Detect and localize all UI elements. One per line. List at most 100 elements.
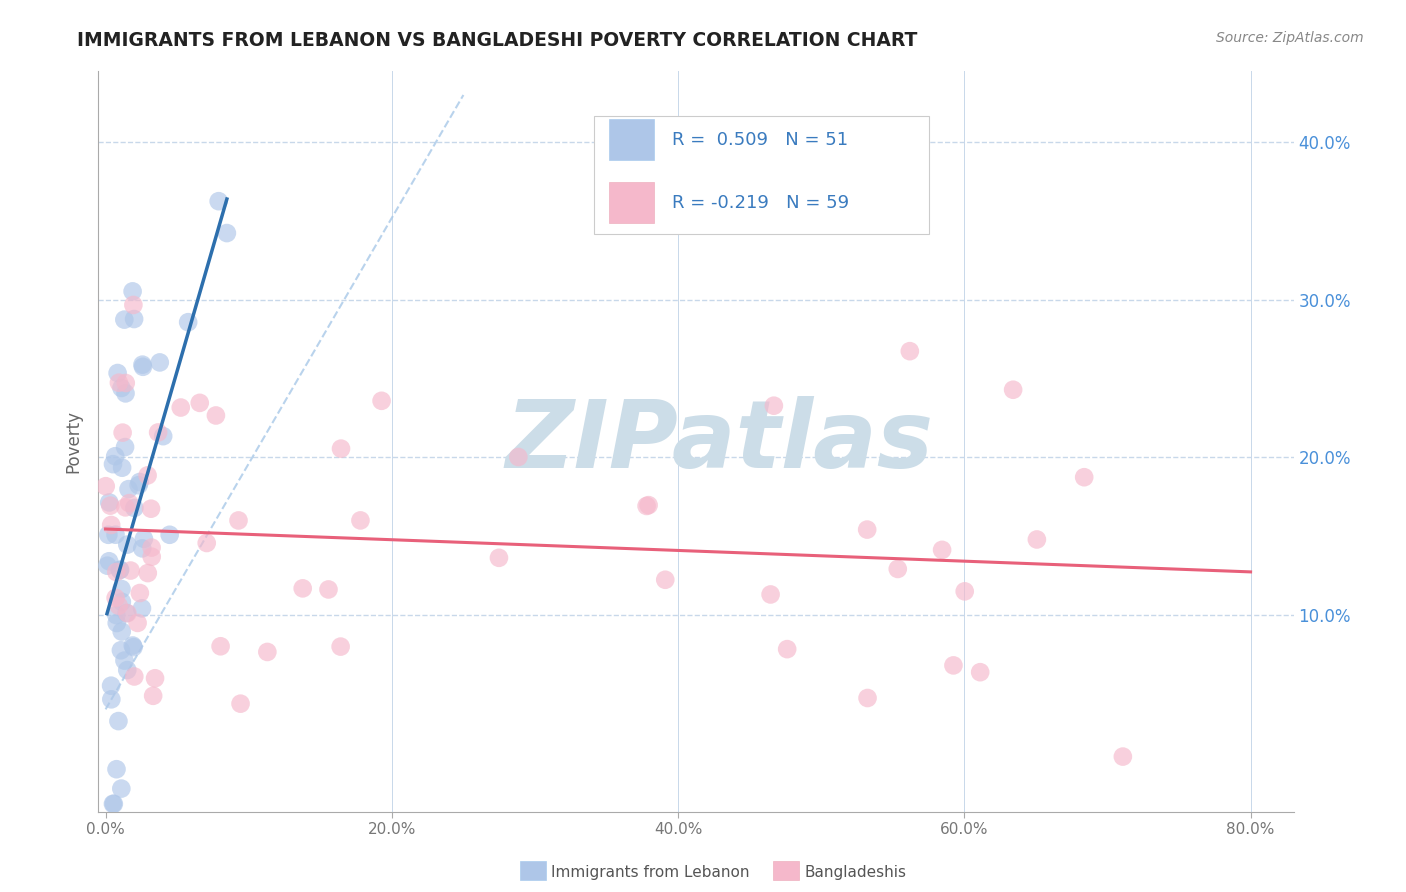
Point xyxy=(114,654,136,668)
Point xyxy=(131,541,153,556)
Point xyxy=(131,601,153,615)
Point xyxy=(104,449,127,463)
Point xyxy=(762,399,785,413)
Point xyxy=(111,595,134,609)
Y-axis label: Poverty: Poverty xyxy=(65,410,83,473)
Point xyxy=(856,691,879,706)
Point xyxy=(141,541,163,555)
Point xyxy=(1002,383,1025,397)
Point xyxy=(108,563,131,577)
Point xyxy=(117,482,139,496)
Point xyxy=(141,549,163,564)
Point xyxy=(205,409,228,423)
Point xyxy=(107,714,129,728)
Point xyxy=(115,606,138,620)
Point xyxy=(105,615,128,630)
Text: Source: ZipAtlas.com: Source: ZipAtlas.com xyxy=(1216,31,1364,45)
Point xyxy=(759,587,782,601)
Point xyxy=(856,523,879,537)
Point xyxy=(101,797,124,811)
Point xyxy=(132,359,155,374)
Point xyxy=(110,781,132,796)
Point xyxy=(654,573,676,587)
Point xyxy=(209,640,232,654)
Bar xyxy=(609,120,654,161)
Point xyxy=(139,501,162,516)
Point xyxy=(100,518,122,533)
Bar xyxy=(609,182,654,223)
Point xyxy=(122,312,145,326)
Text: R =  0.509   N = 51: R = 0.509 N = 51 xyxy=(672,131,848,149)
Point xyxy=(370,393,392,408)
Point xyxy=(118,496,141,510)
Point xyxy=(128,475,150,489)
Point xyxy=(96,558,118,573)
Point xyxy=(101,457,124,471)
Point xyxy=(108,563,131,577)
Point xyxy=(136,468,159,483)
Point xyxy=(108,376,131,390)
Point xyxy=(128,478,150,492)
Point xyxy=(146,425,169,440)
Point xyxy=(127,615,149,630)
Point xyxy=(94,479,117,493)
Point xyxy=(131,358,153,372)
Point xyxy=(122,298,145,312)
Point xyxy=(121,285,143,299)
Point xyxy=(143,671,166,685)
Point xyxy=(291,582,314,596)
Point xyxy=(128,586,150,600)
Point xyxy=(97,528,120,542)
Point xyxy=(122,640,145,654)
Point xyxy=(636,499,658,513)
Point xyxy=(1112,749,1135,764)
Point xyxy=(124,500,146,515)
Point xyxy=(776,642,799,657)
Point xyxy=(953,584,976,599)
Point xyxy=(105,608,128,623)
Point xyxy=(136,566,159,580)
Text: ZIPatlas: ZIPatlas xyxy=(506,395,934,488)
Point xyxy=(329,640,352,654)
Point xyxy=(1073,470,1095,484)
Point xyxy=(117,538,139,552)
Point xyxy=(215,226,238,240)
Point xyxy=(114,376,136,390)
Point xyxy=(637,498,659,512)
FancyBboxPatch shape xyxy=(595,116,929,235)
Point xyxy=(98,499,121,513)
Point xyxy=(100,679,122,693)
Point xyxy=(105,565,128,579)
Point xyxy=(149,355,172,369)
Point xyxy=(110,381,132,395)
Point xyxy=(942,658,965,673)
Point xyxy=(110,643,132,657)
Point xyxy=(1025,533,1047,547)
Text: Bangladeshis: Bangladeshis xyxy=(804,865,907,880)
Point xyxy=(117,606,139,620)
Point xyxy=(117,663,139,677)
Point xyxy=(111,425,134,440)
Point xyxy=(124,669,146,683)
Point xyxy=(132,532,155,546)
Point xyxy=(330,442,353,456)
Point xyxy=(120,564,142,578)
Point xyxy=(107,366,129,380)
Point xyxy=(114,500,136,515)
Point xyxy=(256,645,278,659)
Point xyxy=(114,440,136,454)
Text: Immigrants from Lebanon: Immigrants from Lebanon xyxy=(551,865,749,880)
Point xyxy=(114,386,136,401)
Point xyxy=(152,429,174,443)
Point xyxy=(229,697,252,711)
Point xyxy=(111,460,134,475)
Text: R = -0.219   N = 59: R = -0.219 N = 59 xyxy=(672,194,849,211)
Point xyxy=(104,591,127,605)
Point xyxy=(969,665,991,680)
Text: IMMIGRANTS FROM LEBANON VS BANGLADESHI POVERTY CORRELATION CHART: IMMIGRANTS FROM LEBANON VS BANGLADESHI P… xyxy=(77,31,918,50)
Point xyxy=(98,495,121,509)
Point xyxy=(121,639,143,653)
Point xyxy=(318,582,340,597)
Point xyxy=(887,562,910,576)
Point xyxy=(112,312,135,326)
